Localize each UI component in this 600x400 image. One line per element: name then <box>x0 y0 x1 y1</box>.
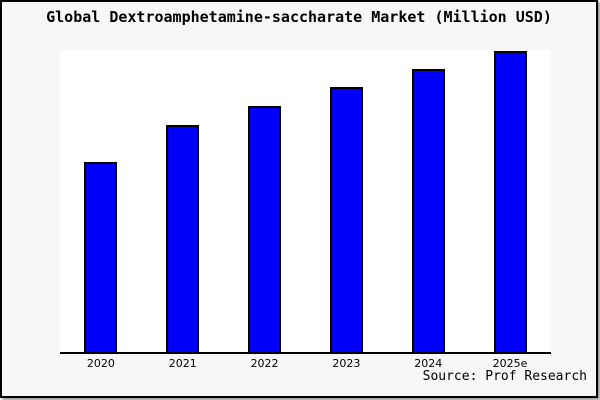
bar-2021 <box>166 124 200 352</box>
bar-2023 <box>329 86 363 352</box>
bar-slot-2024 <box>387 50 469 352</box>
bar-2020 <box>84 161 118 352</box>
bar-slot-2020 <box>60 50 142 352</box>
bar-slot-2021 <box>142 50 224 352</box>
bar-slot-2023 <box>305 50 387 352</box>
x-tick-label-2023: 2023 <box>332 357 361 370</box>
x-tick-label-2020: 2020 <box>86 357 115 370</box>
plot-area <box>60 50 551 354</box>
x-tick-label-2024: 2024 <box>414 357 443 370</box>
x-axis-labels: 2020 2021 2022 2023 2024 2025e <box>60 357 551 370</box>
x-tick-label-2025e: 2025e <box>492 357 528 370</box>
bar-2024 <box>411 68 445 352</box>
bar-2025e <box>493 50 527 352</box>
bars-container <box>60 50 551 352</box>
bar-slot-2025e <box>469 50 551 352</box>
source-credit: Source: Prof Research <box>422 369 587 384</box>
chart-title: Global Dextroamphetamine-saccharate Mark… <box>46 8 552 26</box>
x-tick-label-2021: 2021 <box>168 357 197 370</box>
x-tick-label-2022: 2022 <box>250 357 279 370</box>
bar-slot-2022 <box>224 50 306 352</box>
bar-2022 <box>248 105 282 352</box>
